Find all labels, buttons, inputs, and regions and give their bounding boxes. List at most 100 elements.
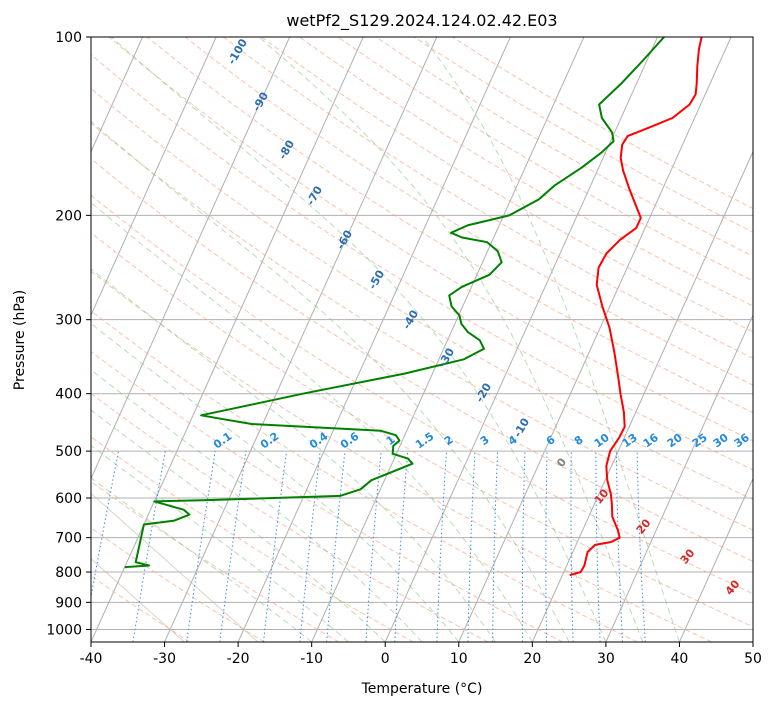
isotherm-line (458, 37, 732, 642)
mixing-ratio-label: 3 (478, 433, 492, 448)
dry-adiabat-label: 30 (678, 546, 698, 566)
dry-adiabat-label: -30 (436, 346, 457, 370)
mixing-ratio-label: 30 (711, 431, 731, 451)
dry-adiabat-line (299, 37, 753, 307)
moist-adiabat-line (91, 409, 386, 642)
tick-layer: -40 -30 -20 -10 0 10 20 30 40 5010020030040050060… (46, 30, 762, 667)
mixing-ratio-label: 16 (641, 431, 661, 451)
dry-adiabat-line (91, 575, 190, 642)
mixing-ratio-line (326, 451, 346, 642)
dry-adiabat-line (261, 37, 753, 333)
reference-curve-line (91, 558, 185, 642)
mixing-ratio-label: 2 (442, 433, 456, 448)
mixing-ratio-line (595, 451, 601, 642)
mixing-ratio-line (570, 451, 574, 642)
mixing-ratio-label: 1.5 (413, 430, 436, 452)
dry-adiabat-line (451, 37, 753, 210)
moist-adiabat-line (91, 268, 497, 642)
mixing-ratio-line (186, 451, 216, 642)
mixing-ratio-label: 13 (620, 431, 640, 450)
y-tick-label: 1000 (46, 622, 82, 638)
moist-adiabat-line (91, 120, 570, 642)
mixing-ratio-line (263, 451, 287, 642)
y-tick-label: 900 (55, 595, 82, 611)
mixing-ratio-line (91, 451, 119, 600)
dry-adiabat-line (184, 37, 753, 386)
mixing-ratio-line (636, 451, 646, 642)
dry-adiabat-label: -80 (276, 138, 297, 162)
moist-adiabat-line (91, 202, 533, 642)
dry-adiabat-label: -90 (250, 90, 271, 114)
mixing-ratio-line (219, 451, 247, 642)
moist-adiabat-line (91, 322, 460, 642)
mixing-ratio-line (436, 451, 447, 642)
dry-adiabat-line (91, 87, 753, 501)
mixing-ratio-line (365, 451, 382, 642)
x-tick-label: -10 (300, 651, 323, 667)
y-tick-label: 300 (55, 313, 82, 329)
dry-adiabat-line (91, 436, 414, 642)
dry-adiabat-line (91, 480, 340, 642)
isotherm-line (605, 313, 753, 642)
y-tick-label: 500 (55, 444, 82, 460)
x-tick-label: -20 (227, 651, 250, 667)
dry-adiabat-line (91, 270, 712, 642)
isotherm-line (0, 37, 69, 642)
mixing-ratio-line (132, 451, 166, 642)
moist-adiabat-line (111, 37, 607, 642)
dry-adiabat-line (91, 350, 563, 642)
mixing-ratio-label: 0.6 (338, 429, 362, 451)
x-tick-label: -40 (80, 651, 103, 667)
isotherm-line (164, 37, 438, 642)
y-tick-label: 700 (55, 531, 82, 547)
isotherm-line (91, 37, 144, 153)
x-tick-label: 20 (523, 651, 541, 667)
x-tick-label: 10 (450, 651, 468, 667)
mixing-ratio-line (299, 451, 321, 642)
x-tick-label: 0 (381, 651, 390, 667)
mixing-ratio-label: 0.4 (307, 429, 331, 451)
dry-adiabat-line (91, 53, 753, 471)
dry-adiabat-label: -100 (225, 36, 250, 67)
mixing-ratio-line (521, 451, 526, 642)
mixing-ratio-line (394, 451, 409, 642)
dry-adiabat-label: 20 (634, 516, 654, 536)
mixing-ratio-label: 6 (544, 433, 558, 448)
isotherm-line (531, 150, 753, 642)
isotherm-line (678, 477, 753, 642)
dewpoint-profile-line (124, 37, 665, 569)
y-tick-label: 100 (55, 30, 82, 46)
y-axis-title: Pressure (hPa) (12, 290, 28, 390)
x-tick-label: 50 (744, 651, 762, 667)
moist-adiabat-line (91, 369, 423, 642)
mixing-ratio-label: 36 (732, 431, 752, 451)
dry-adiabat-label: -60 (334, 228, 355, 252)
dry-adiabat-label: -50 (366, 268, 387, 292)
dry-adiabat-line (223, 37, 753, 359)
isotherm-line (91, 37, 364, 642)
isotherm-line (91, 37, 291, 480)
dry-adiabat-line (146, 37, 753, 414)
moist-adiabat-line (258, 37, 644, 642)
y-tick-label: 800 (55, 565, 82, 581)
mixing-ratio-line (615, 451, 624, 642)
mixing-ratio-label: 10 (592, 431, 612, 451)
mixing-ratio-label: 8 (572, 433, 586, 448)
mixing-ratio-label: 20 (665, 431, 685, 451)
isotherm-line (752, 640, 753, 642)
x-axis-title: Temperature (°C) (361, 681, 483, 697)
plot-frame (90, 36, 754, 643)
dry-adiabat-line (91, 158, 753, 562)
dry-adiabat-line (337, 37, 753, 282)
background-lines (0, 37, 753, 642)
moist-adiabat-line (422, 37, 680, 642)
dry-adiabat-line (91, 194, 753, 595)
series-layer (124, 37, 703, 577)
y-tick-label: 400 (55, 387, 82, 403)
x-tick-label: 30 (597, 651, 615, 667)
isotherm-line (237, 37, 511, 642)
x-tick-label: -30 (153, 651, 176, 667)
y-tick-label: 200 (55, 208, 82, 224)
mixing-ratio-label: 0.2 (258, 430, 281, 452)
